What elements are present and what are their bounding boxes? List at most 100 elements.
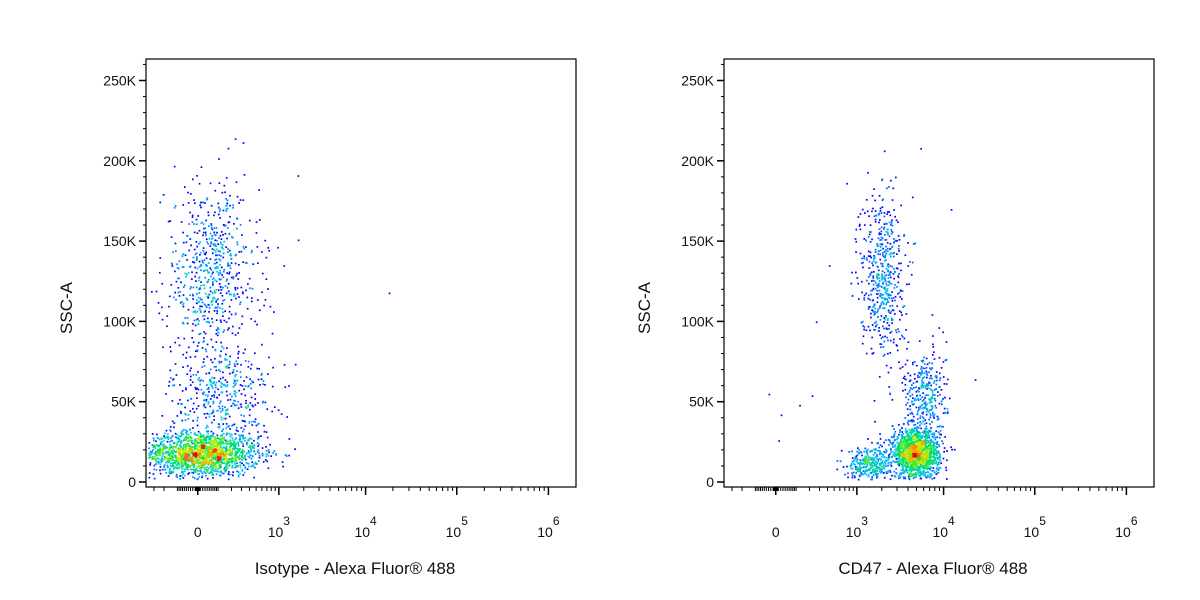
data-point — [202, 472, 204, 474]
data-point — [176, 460, 178, 462]
data-point — [224, 462, 226, 464]
data-point — [159, 470, 161, 472]
data-point — [257, 299, 259, 301]
data-point — [222, 315, 224, 317]
data-point — [217, 306, 219, 308]
data-point — [207, 272, 209, 274]
data-point — [927, 446, 929, 448]
data-point — [212, 248, 214, 250]
data-point — [241, 441, 243, 443]
data-point — [212, 322, 214, 324]
data-point — [205, 348, 207, 350]
data-point — [216, 232, 218, 234]
data-point — [175, 250, 177, 252]
data-point — [204, 315, 206, 317]
data-point — [191, 452, 193, 454]
data-point — [265, 446, 267, 448]
data-point — [242, 293, 244, 295]
data-point — [882, 467, 884, 469]
data-point — [186, 242, 188, 244]
data-point — [247, 439, 249, 441]
data-point — [268, 357, 270, 359]
data-point — [243, 142, 245, 144]
data-point — [194, 249, 196, 251]
data-point — [203, 358, 205, 360]
data-point — [207, 211, 209, 213]
data-point — [220, 286, 222, 288]
data-point — [210, 325, 212, 327]
data-point — [211, 339, 213, 341]
data-point — [854, 464, 856, 466]
data-point — [888, 372, 890, 374]
data-point — [187, 235, 189, 237]
data-point — [920, 368, 922, 370]
data-point — [208, 225, 210, 227]
data-point — [213, 453, 215, 455]
data-point — [176, 474, 178, 476]
data-point — [867, 457, 869, 459]
data-point — [218, 394, 220, 396]
data-point — [854, 458, 856, 460]
data-point — [931, 367, 933, 369]
data-point — [237, 346, 239, 348]
data-point — [873, 449, 875, 451]
data-point — [266, 278, 268, 280]
data-point — [226, 359, 228, 361]
data-point — [185, 387, 187, 389]
data-point — [194, 433, 196, 435]
data-point — [228, 465, 230, 467]
data-point — [209, 451, 211, 453]
data-point — [182, 366, 184, 368]
data-point — [217, 435, 219, 437]
data-point — [190, 288, 192, 290]
data-point — [923, 473, 925, 475]
data-point — [856, 468, 858, 470]
data-point — [911, 412, 913, 414]
data-point — [230, 436, 232, 438]
data-point — [871, 462, 873, 464]
data-point — [890, 471, 892, 473]
data-point — [196, 397, 198, 399]
data-point — [206, 450, 208, 452]
data-point — [252, 447, 254, 449]
data-point — [914, 361, 916, 363]
data-point — [863, 451, 865, 453]
data-point — [183, 294, 185, 296]
data-point — [906, 472, 908, 474]
data-point — [205, 427, 207, 429]
data-point — [216, 271, 218, 273]
data-point — [208, 413, 210, 415]
data-point — [923, 357, 925, 359]
data-point — [208, 279, 210, 281]
data-point — [222, 234, 224, 236]
data-point — [197, 466, 199, 468]
data-point — [898, 250, 900, 252]
data-point — [229, 416, 231, 418]
data-point — [901, 472, 903, 474]
data-point — [167, 433, 169, 435]
data-point — [909, 405, 911, 407]
data-point — [220, 241, 222, 243]
data-point — [217, 243, 219, 245]
data-point — [211, 422, 213, 424]
data-point — [172, 265, 174, 267]
data-point — [234, 393, 236, 395]
data-point — [240, 467, 242, 469]
data-point — [228, 283, 230, 285]
data-point — [199, 384, 201, 386]
data-point — [249, 220, 251, 222]
data-point — [913, 466, 915, 468]
data-point — [197, 351, 199, 353]
data-point — [226, 391, 228, 393]
data-point — [922, 416, 924, 418]
data-point — [929, 468, 931, 470]
data-point — [192, 462, 194, 464]
data-point — [225, 418, 227, 420]
data-point — [199, 230, 201, 232]
data-point — [222, 372, 224, 374]
data-point — [944, 412, 946, 414]
data-point — [880, 444, 882, 446]
data-point — [203, 471, 205, 473]
data-point — [848, 451, 850, 453]
data-point — [243, 380, 245, 382]
